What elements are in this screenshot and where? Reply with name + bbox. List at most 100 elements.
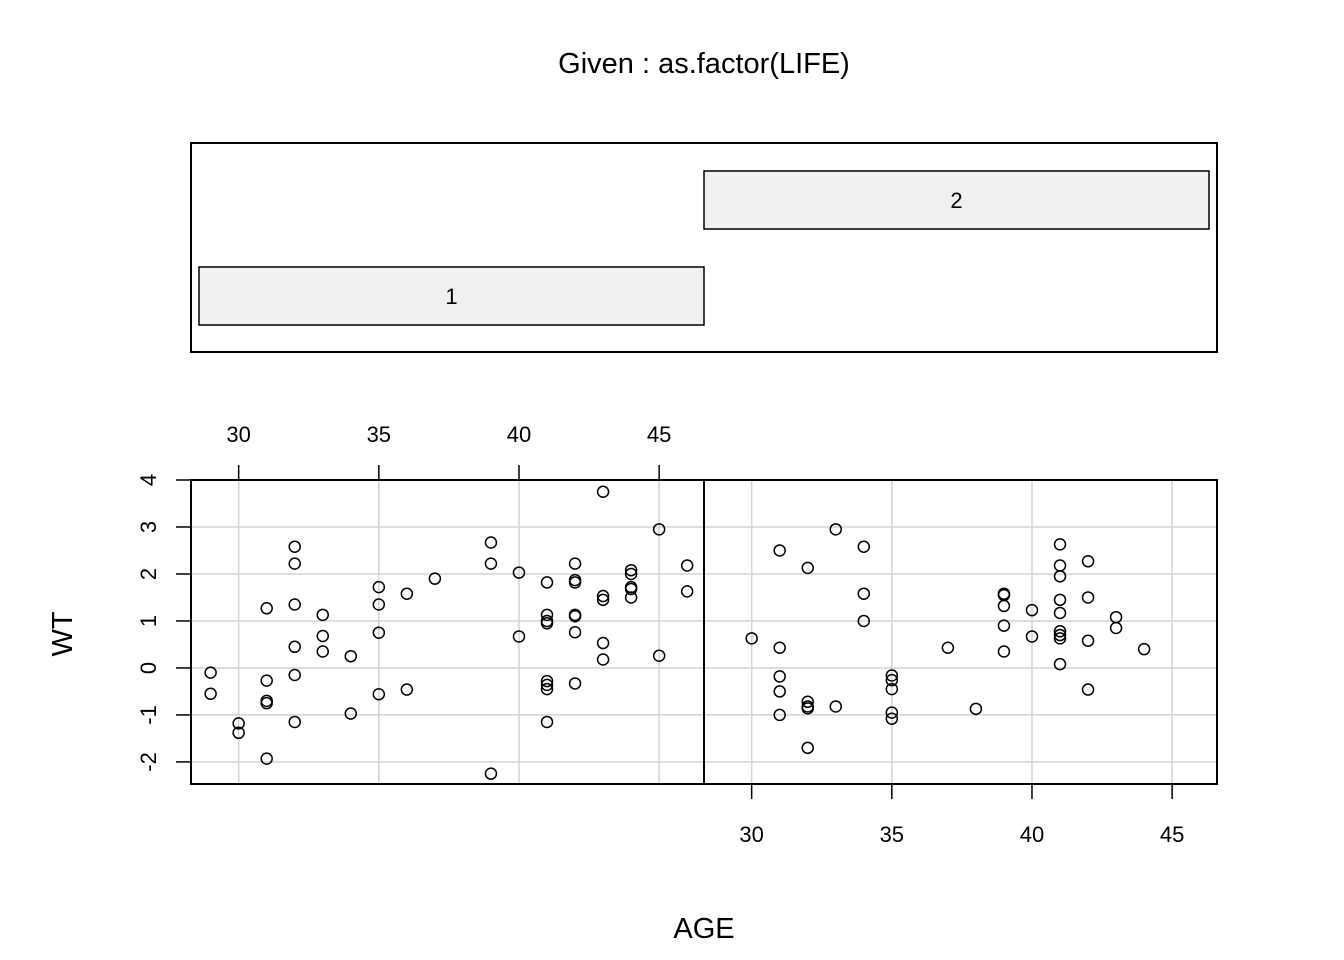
data-point bbox=[1081, 683, 1095, 696]
data-point bbox=[568, 557, 582, 570]
data-point bbox=[745, 632, 758, 645]
x-tick-label-top: 30 bbox=[226, 422, 250, 447]
data-point bbox=[344, 707, 358, 720]
data-point bbox=[204, 666, 217, 679]
panel-2 bbox=[704, 479, 1217, 784]
y-tick-label: 3 bbox=[136, 521, 161, 533]
given-strip-label-1: 1 bbox=[445, 284, 457, 309]
data-point bbox=[829, 700, 843, 713]
data-point bbox=[680, 559, 694, 572]
data-point bbox=[372, 598, 386, 611]
given-strip-label-2: 2 bbox=[950, 188, 962, 213]
data-point bbox=[260, 674, 273, 687]
data-point bbox=[624, 563, 638, 577]
data-point bbox=[773, 544, 786, 557]
data-point bbox=[596, 589, 610, 603]
data-point bbox=[1053, 559, 1067, 572]
data-point bbox=[316, 629, 330, 643]
data-point bbox=[969, 702, 983, 716]
data-point bbox=[344, 649, 358, 663]
data-point bbox=[857, 540, 871, 553]
y-tick-label: 1 bbox=[136, 615, 161, 627]
data-point bbox=[512, 630, 526, 643]
data-point bbox=[540, 608, 554, 622]
data-point bbox=[652, 523, 666, 536]
data-point bbox=[997, 619, 1011, 632]
data-point bbox=[1053, 628, 1067, 642]
data-point bbox=[288, 557, 301, 570]
data-point bbox=[773, 670, 786, 683]
x-tick-label-bottom: 40 bbox=[1020, 822, 1044, 847]
data-point bbox=[540, 674, 554, 688]
data-point bbox=[624, 591, 638, 604]
data-point bbox=[540, 617, 554, 630]
data-point bbox=[540, 682, 554, 696]
data-point bbox=[428, 572, 442, 585]
y-tick-label: -2 bbox=[136, 752, 161, 772]
data-point bbox=[652, 649, 666, 662]
data-point bbox=[624, 567, 638, 581]
data-point bbox=[857, 614, 871, 628]
data-point bbox=[316, 608, 330, 622]
data-point bbox=[1053, 570, 1067, 583]
data-point bbox=[568, 625, 582, 639]
scatter-panels: 30 35 40 45 30 35 40 45 -2 -1 0 1 2 3 4 bbox=[136, 422, 1218, 847]
data-point bbox=[400, 683, 414, 696]
x-tick-label-top: 45 bbox=[647, 422, 671, 447]
data-point bbox=[885, 669, 899, 682]
data-point bbox=[568, 576, 582, 589]
data-point bbox=[1081, 591, 1095, 604]
data-point bbox=[773, 641, 786, 654]
data-point bbox=[773, 685, 786, 698]
y-axis-title: WT bbox=[47, 611, 79, 656]
data-point bbox=[1053, 625, 1067, 638]
data-point bbox=[232, 717, 245, 730]
data-point bbox=[885, 682, 899, 696]
x-tick-label-top: 35 bbox=[367, 422, 391, 447]
x-tick-label-bottom: 45 bbox=[1160, 822, 1184, 847]
data-point bbox=[288, 668, 301, 682]
given-strip-2 bbox=[703, 170, 1210, 230]
data-point bbox=[288, 540, 301, 553]
data-point bbox=[1053, 632, 1067, 645]
data-point bbox=[1053, 657, 1067, 671]
y-tick-label: -1 bbox=[136, 705, 161, 725]
data-point bbox=[596, 593, 610, 607]
data-point bbox=[1109, 621, 1123, 635]
data-point bbox=[568, 610, 582, 623]
data-point bbox=[1025, 630, 1039, 643]
given-strip-frame bbox=[190, 142, 1218, 353]
data-point bbox=[568, 677, 582, 690]
data-point bbox=[260, 752, 273, 765]
y-tick-label: 0 bbox=[136, 662, 161, 674]
data-point bbox=[540, 678, 554, 692]
x-tick-label-bottom: 35 bbox=[880, 822, 904, 847]
x-axis-title: AGE bbox=[673, 913, 734, 945]
data-point bbox=[941, 641, 955, 654]
data-point bbox=[801, 695, 814, 709]
data-point bbox=[596, 636, 610, 650]
data-point bbox=[997, 599, 1011, 613]
given-strip-1 bbox=[198, 266, 705, 326]
panel-1 bbox=[191, 479, 704, 784]
data-point bbox=[857, 587, 871, 600]
data-point bbox=[288, 640, 301, 654]
data-point bbox=[540, 576, 554, 589]
data-point bbox=[288, 598, 301, 611]
data-point bbox=[484, 557, 498, 570]
y-tick-label: 4 bbox=[136, 474, 161, 486]
data-point bbox=[512, 566, 526, 579]
data-point bbox=[288, 715, 301, 729]
data-point bbox=[204, 687, 217, 701]
data-point bbox=[540, 715, 554, 729]
data-point bbox=[400, 587, 414, 600]
data-point bbox=[260, 602, 273, 615]
data-point bbox=[316, 645, 330, 658]
data-point bbox=[624, 582, 638, 596]
data-point bbox=[829, 523, 843, 536]
data-point bbox=[997, 645, 1011, 658]
data-point bbox=[1081, 555, 1095, 568]
data-point bbox=[1053, 593, 1067, 607]
data-point bbox=[596, 485, 610, 498]
